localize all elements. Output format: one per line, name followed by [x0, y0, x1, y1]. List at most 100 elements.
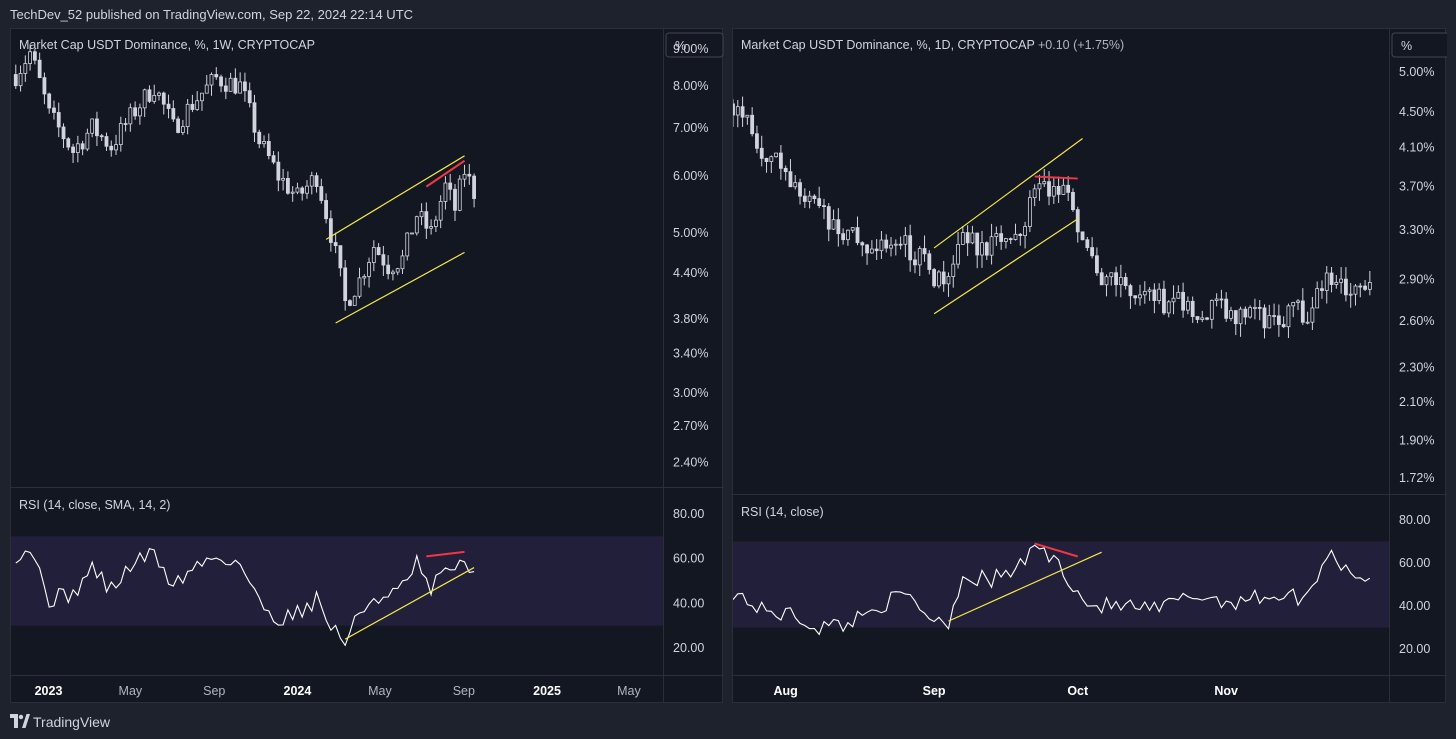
- candle-body-up: [438, 201, 443, 221]
- candle: [137, 103, 142, 125]
- candle-body-up: [1315, 288, 1320, 309]
- rsi-line: [733, 544, 1371, 636]
- candle-body-up: [735, 106, 740, 116]
- candle-body-down: [783, 167, 788, 173]
- candle: [1080, 231, 1085, 241]
- candle-body-up: [946, 276, 951, 285]
- candle-body-down: [13, 74, 18, 87]
- candle: [37, 52, 42, 79]
- tradingview-logo-icon: [10, 714, 30, 728]
- candle: [826, 203, 831, 242]
- candle: [1334, 275, 1339, 289]
- y-tick-label: 4.40%: [673, 266, 708, 280]
- candle-body-up: [980, 242, 984, 256]
- candle-body-down: [802, 195, 807, 202]
- candle: [266, 133, 271, 160]
- candle-body-down: [1363, 285, 1367, 290]
- candle-body-down: [56, 112, 61, 128]
- candle: [1243, 306, 1248, 325]
- candle-body-up: [391, 271, 395, 275]
- candle: [367, 257, 371, 288]
- candle: [1037, 174, 1042, 201]
- candle: [424, 202, 429, 239]
- candle-body-down: [223, 85, 228, 92]
- y-tick-label: 1.90%: [1399, 433, 1434, 447]
- candle-body-down: [1224, 298, 1229, 319]
- candle-body-down: [826, 206, 831, 230]
- rsi-tick-label: 60.00: [1399, 556, 1430, 570]
- candle: [989, 223, 994, 265]
- candle: [1027, 190, 1032, 233]
- candle-body-up: [956, 244, 960, 265]
- candle: [1324, 266, 1329, 304]
- chart-panel-daily[interactable]: Market Cap USDT Dominance, %, 1D, CRYPTO…: [732, 28, 1447, 704]
- candle: [457, 175, 462, 212]
- candle-body-down: [1243, 308, 1248, 318]
- candle-body-down: [922, 248, 927, 255]
- candle-body-up: [1238, 308, 1243, 325]
- candle-body-down: [1080, 231, 1085, 241]
- candle: [99, 133, 104, 142]
- candle: [314, 172, 319, 193]
- candle: [152, 84, 157, 104]
- unit-label: %: [1401, 39, 1412, 53]
- candle-body-up: [180, 126, 185, 133]
- candle: [1171, 285, 1176, 315]
- candle-body-up: [1367, 282, 1372, 290]
- candle-body-up: [1176, 291, 1181, 299]
- candle-body-up: [1339, 278, 1344, 283]
- candle-body-up: [774, 152, 778, 158]
- candle: [90, 118, 95, 138]
- candle-body-up: [1253, 307, 1257, 309]
- candle-body-down: [1008, 238, 1013, 241]
- candle: [419, 203, 424, 226]
- candle-body-down: [755, 133, 759, 149]
- y-tick-label: 3.40%: [673, 347, 708, 361]
- candle-body-down: [37, 59, 42, 79]
- candle: [472, 173, 476, 208]
- candle-body-up: [357, 277, 362, 297]
- candle-body-up: [371, 247, 376, 263]
- candle: [190, 94, 195, 113]
- candle-body-up: [879, 239, 884, 252]
- candle-body-up: [1104, 276, 1109, 286]
- y-tick-label: 3.70%: [1399, 180, 1434, 194]
- candle: [1075, 206, 1080, 243]
- unit-label: %: [675, 39, 686, 53]
- candle: [52, 100, 56, 120]
- candle-body-up: [204, 84, 209, 94]
- candle-body-up: [400, 255, 405, 270]
- candle: [285, 171, 290, 195]
- candle-body-down: [1162, 288, 1166, 314]
- candle: [376, 242, 381, 256]
- candle: [951, 255, 956, 288]
- candle-body-up: [295, 187, 300, 193]
- candle: [1032, 184, 1037, 207]
- candle: [1353, 284, 1358, 306]
- candle: [1128, 283, 1133, 309]
- candle: [357, 267, 362, 299]
- candle-body-down: [1276, 315, 1281, 325]
- candle-body-down: [984, 242, 989, 256]
- candle-body-up: [1353, 285, 1358, 295]
- candle-body-down: [66, 138, 71, 148]
- candle-body-down: [324, 200, 328, 220]
- candle-body-up: [960, 232, 965, 245]
- chart-panel-weekly[interactable]: Market Cap USDT Dominance, %, 1W, CRYPTO…: [10, 28, 724, 704]
- candle-body-up: [309, 175, 314, 187]
- x-tick-label: Sep: [203, 684, 225, 698]
- candle-body-down: [1123, 277, 1128, 287]
- candle-body-down: [80, 143, 85, 150]
- candle-body-down: [1071, 192, 1075, 211]
- candle: [1363, 279, 1367, 292]
- candle-body-down: [95, 118, 99, 137]
- candle: [927, 250, 932, 275]
- candle-body-up: [1023, 226, 1027, 237]
- candle: [1085, 236, 1090, 252]
- candle: [214, 67, 219, 80]
- rsi-tick-label: 40.00: [1399, 599, 1430, 613]
- candle: [1214, 293, 1219, 307]
- x-tick-label: Nov: [1214, 684, 1238, 698]
- candle: [252, 94, 257, 143]
- candle-body-up: [228, 77, 233, 92]
